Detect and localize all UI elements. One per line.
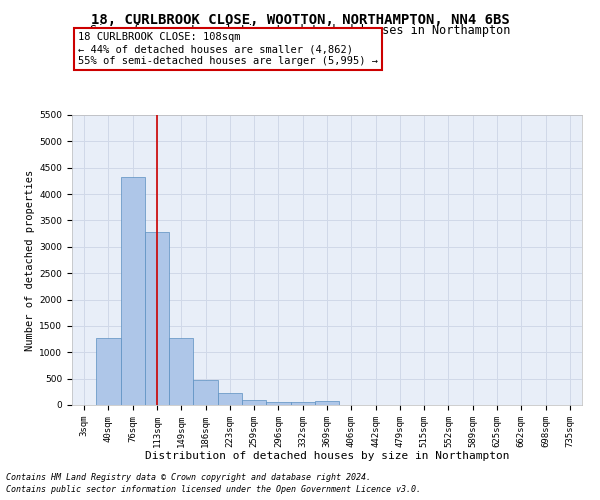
Bar	[266, 402, 290, 405]
X-axis label: Distribution of detached houses by size in Northampton: Distribution of detached houses by size …	[145, 451, 509, 461]
Text: Contains public sector information licensed under the Open Government Licence v3: Contains public sector information licen…	[6, 485, 421, 494]
Bar	[242, 400, 266, 405]
Bar	[169, 338, 193, 405]
Bar	[290, 402, 315, 405]
Bar	[193, 380, 218, 405]
Y-axis label: Number of detached properties: Number of detached properties	[25, 170, 35, 350]
Bar	[315, 401, 339, 405]
Text: 18, CURLBROOK CLOSE, WOOTTON, NORTHAMPTON, NN4 6BS: 18, CURLBROOK CLOSE, WOOTTON, NORTHAMPTO…	[91, 12, 509, 26]
Bar	[121, 176, 145, 405]
Text: 18 CURLBROOK CLOSE: 108sqm
← 44% of detached houses are smaller (4,862)
55% of s: 18 CURLBROOK CLOSE: 108sqm ← 44% of deta…	[78, 32, 378, 66]
Bar	[145, 232, 169, 405]
Bar	[218, 394, 242, 405]
Text: Size of property relative to detached houses in Northampton: Size of property relative to detached ho…	[90, 24, 510, 37]
Text: Contains HM Land Registry data © Crown copyright and database right 2024.: Contains HM Land Registry data © Crown c…	[6, 474, 371, 482]
Bar	[96, 338, 121, 405]
